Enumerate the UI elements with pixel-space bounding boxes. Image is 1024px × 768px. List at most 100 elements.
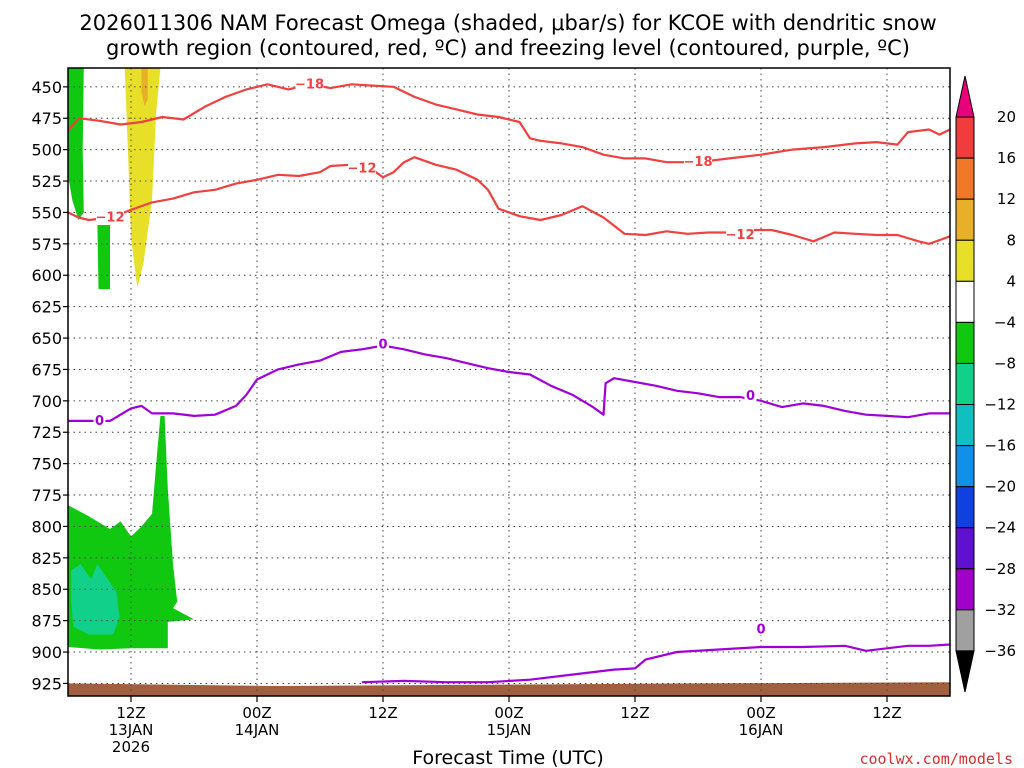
contour-label: −12: [348, 161, 377, 176]
x-axis-label: Forecast Time (UTC): [412, 747, 603, 768]
y-tick-label: 925: [31, 674, 62, 693]
orange-column: [141, 68, 148, 106]
x-tick-label: 12Z: [620, 704, 649, 722]
ground-strip: [68, 682, 950, 696]
colorbar-label: −4: [994, 313, 1016, 331]
colorbar-label: 4: [1006, 272, 1016, 290]
x-tick-label: 16JAN: [739, 721, 784, 739]
green-small-column: [97, 225, 110, 290]
y-tick-label: 625: [31, 298, 62, 317]
colorbar-label: −36: [984, 642, 1016, 660]
y-tick-label: 900: [31, 643, 62, 662]
contour-label: −12: [96, 210, 125, 225]
colorbar-swatch: [955, 116, 975, 159]
contour-label-bg: [93, 412, 106, 427]
minus-18-line: [67, 83, 951, 164]
colorbar-label: 16: [997, 149, 1016, 167]
grid-lines: [68, 68, 950, 696]
x-tick-label: 12Z: [368, 704, 397, 722]
y-tick-label: 775: [31, 486, 62, 505]
colorbar-label: −24: [984, 519, 1016, 537]
colorbar-label: 12: [997, 190, 1016, 208]
teal-lower-region: [71, 564, 120, 635]
x-tick-label: 00Z: [494, 704, 523, 722]
y-tick-label: 675: [31, 360, 62, 379]
contour-label: 0: [746, 389, 755, 404]
colorbar-label: 8: [1006, 231, 1016, 249]
y-tick-label: 475: [31, 109, 62, 128]
credit-text: coolwx.com/models: [859, 750, 1013, 768]
y-tick-label: 575: [31, 235, 62, 254]
contour-label: 0: [378, 337, 387, 352]
x-tick-label: 15JAN: [487, 721, 532, 739]
colorbar-swatch: [955, 527, 975, 570]
yellow-column: [124, 68, 161, 288]
minus-12-line: [67, 156, 951, 245]
contour-label-bg: [726, 227, 754, 242]
x-tick-label: 13JAN: [109, 721, 154, 739]
colorbar-label: −32: [984, 601, 1016, 619]
colorbar-swatch: [955, 321, 975, 364]
x-tick-label: 12Z: [872, 704, 901, 722]
colorbar-top-triangle: [955, 75, 975, 118]
y-tick-label: 500: [31, 141, 62, 160]
x-tick-label: 2026: [112, 738, 150, 756]
colorbar-label: −16: [984, 437, 1016, 455]
y-tick-label: 825: [31, 549, 62, 568]
colorbar: 20 16 12 8 4 −4 −8 −12 −16 −20 −24 −28 −32 −36: [955, 75, 1016, 693]
contour-label-bg: [744, 387, 757, 402]
y-tick-label: 875: [31, 612, 62, 631]
y-tick-label: 750: [31, 455, 62, 474]
chart-title-line1: 2026011306 NAM Forecast Omega (shaded, μ…: [79, 11, 936, 35]
y-tick-label: 550: [31, 203, 62, 222]
colorbar-label: −28: [984, 560, 1016, 578]
colorbar-swatch: [955, 486, 975, 529]
contour-label: −18: [684, 155, 713, 170]
zero-isotherm-line: [68, 344, 950, 422]
colorbar-swatch: [955, 157, 975, 200]
contour-label-bg: [348, 160, 376, 175]
colorbar-swatch: [955, 198, 975, 241]
y-tick-label: 850: [31, 580, 62, 599]
chart-title-line2: growth region (contoured, red, ºC) and f…: [106, 36, 910, 60]
y-tick-label: 600: [31, 266, 62, 285]
colorbar-label: −8: [994, 354, 1016, 372]
shaded-omega-layer: [68, 68, 950, 696]
colorbar-swatch: [955, 568, 975, 611]
x-tick-label: 12Z: [116, 704, 145, 722]
colorbar-label: 20: [997, 108, 1016, 126]
colorbar-bottom-triangle: [955, 650, 975, 693]
lower-zero-isotherm-line: [361, 643, 951, 684]
colorbar-label: −12: [984, 396, 1016, 414]
y-tick-label: 525: [31, 172, 62, 191]
y-tick-label: 450: [31, 78, 62, 97]
contour-label-bg: [377, 336, 389, 351]
contour-label: 0: [95, 414, 104, 429]
x-tick-label: 14JAN: [235, 721, 280, 739]
contour-label-bg: [96, 209, 124, 224]
colorbar-swatch: [955, 239, 975, 282]
contour-label: −18: [295, 77, 324, 92]
y-axis-ticks: 450 475 500 525 550 575 600 625 650 675 700 725 750 7…: [31, 78, 68, 693]
y-tick-label: 650: [31, 329, 62, 348]
green-column-left: [68, 68, 84, 220]
x-tick-label: 00Z: [746, 704, 775, 722]
y-tick-label: 800: [31, 517, 62, 536]
colorbar-swatch: [955, 404, 975, 447]
contour-label-bg: [295, 76, 324, 91]
contour-lines: −18 −18 −12 −12 −12 0 0 0 0: [67, 76, 951, 684]
contour-label-bg: [755, 621, 767, 636]
colorbar-swatch: [955, 609, 975, 652]
y-tick-label: 725: [31, 423, 62, 442]
contour-label: −12: [726, 228, 755, 243]
colorbar-swatch: [955, 280, 975, 323]
y-tick-label: 700: [31, 392, 62, 411]
contour-label: 0: [756, 622, 765, 637]
colorbar-swatch: [955, 445, 975, 488]
contour-label-bg: [684, 154, 712, 169]
colorbar-label: −20: [984, 478, 1016, 496]
x-tick-label: 00Z: [242, 704, 271, 722]
colorbar-swatch: [955, 362, 975, 406]
